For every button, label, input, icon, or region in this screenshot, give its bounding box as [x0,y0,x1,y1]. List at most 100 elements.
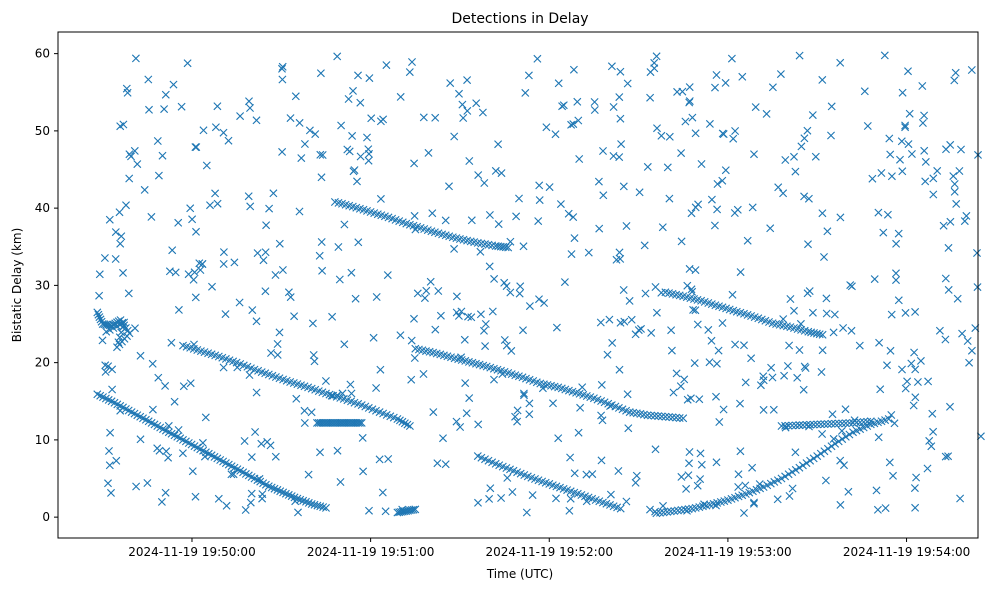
data-point [300,140,309,148]
data-point [831,419,840,428]
data-point [598,416,607,425]
data-point [219,248,228,257]
data-point [718,176,727,185]
data-point [403,420,412,429]
data-point [364,145,373,154]
data-point [920,146,929,155]
y-tick-label: 0 [42,510,50,524]
data-point [661,412,670,421]
data-point [578,383,587,392]
data-point [564,209,573,218]
data-point [831,439,840,448]
data-point [597,380,606,389]
data-point [567,120,576,129]
data-point [901,308,910,317]
data-point [459,114,468,122]
data-point [574,428,583,437]
data-point [616,254,625,263]
data-point [183,59,192,68]
data-point [433,459,442,468]
data-point [856,418,865,427]
data-point [573,97,582,106]
data-point [153,137,162,145]
data-point [641,289,650,298]
y-tick-label: 60 [35,47,50,61]
data-point [749,499,758,508]
data-point [246,498,255,507]
data-point [847,326,856,335]
data-point [263,437,272,446]
data-point [686,394,695,403]
data-point [574,116,583,125]
data-point [836,456,845,465]
data-point [696,475,705,484]
data-point [347,389,356,398]
data-point [426,277,435,286]
data-point [594,177,603,186]
data-point [767,363,776,372]
data-point [797,142,806,151]
data-point [538,384,547,393]
data-point [973,249,981,257]
data-point [898,365,906,374]
data-point [395,416,404,425]
data-point [501,243,510,252]
data-point [780,371,789,380]
data-point [327,391,336,400]
data-point [894,296,903,305]
data-point [646,93,655,102]
data-point [307,408,316,417]
data-point [513,417,522,426]
data-point [809,454,818,463]
data-point [795,421,804,430]
data-point [400,419,409,428]
data-point [369,333,378,342]
data-point [685,98,694,107]
data-point [659,501,667,510]
data-point [494,140,503,149]
data-point [286,293,295,302]
data-point [106,428,115,437]
data-point [590,106,599,114]
data-point [465,394,474,403]
data-point [647,328,656,337]
data-point [845,419,854,427]
data-point [284,288,293,297]
data-point [646,505,654,514]
data-point [838,419,847,428]
data-point [965,358,974,367]
data-point [431,325,440,334]
data-point [535,196,544,205]
data-point [665,413,673,421]
data-point [911,307,920,316]
data-point [696,449,705,458]
data-point [870,275,879,284]
data-point [413,289,422,298]
data-point [734,470,743,479]
data-point [497,169,506,178]
data-point [656,508,664,517]
data-point [560,278,569,287]
data-point [349,167,358,176]
data-point [372,384,381,392]
data-point [111,228,120,237]
data-point [229,470,238,479]
data-point [779,189,788,198]
data-point [719,130,728,139]
data-point [821,476,830,485]
data-point [384,455,393,463]
data-point [688,113,697,122]
data-point [944,243,953,252]
data-point [679,414,688,423]
data-point [174,426,183,434]
data-point [202,161,211,170]
data-point [769,405,778,414]
data-point [944,452,953,461]
data-point [164,421,173,430]
data-point [901,123,910,132]
data-point [349,86,357,95]
data-point [533,54,542,63]
data-point [736,447,745,456]
data-point [262,221,271,230]
data-point [351,294,360,303]
